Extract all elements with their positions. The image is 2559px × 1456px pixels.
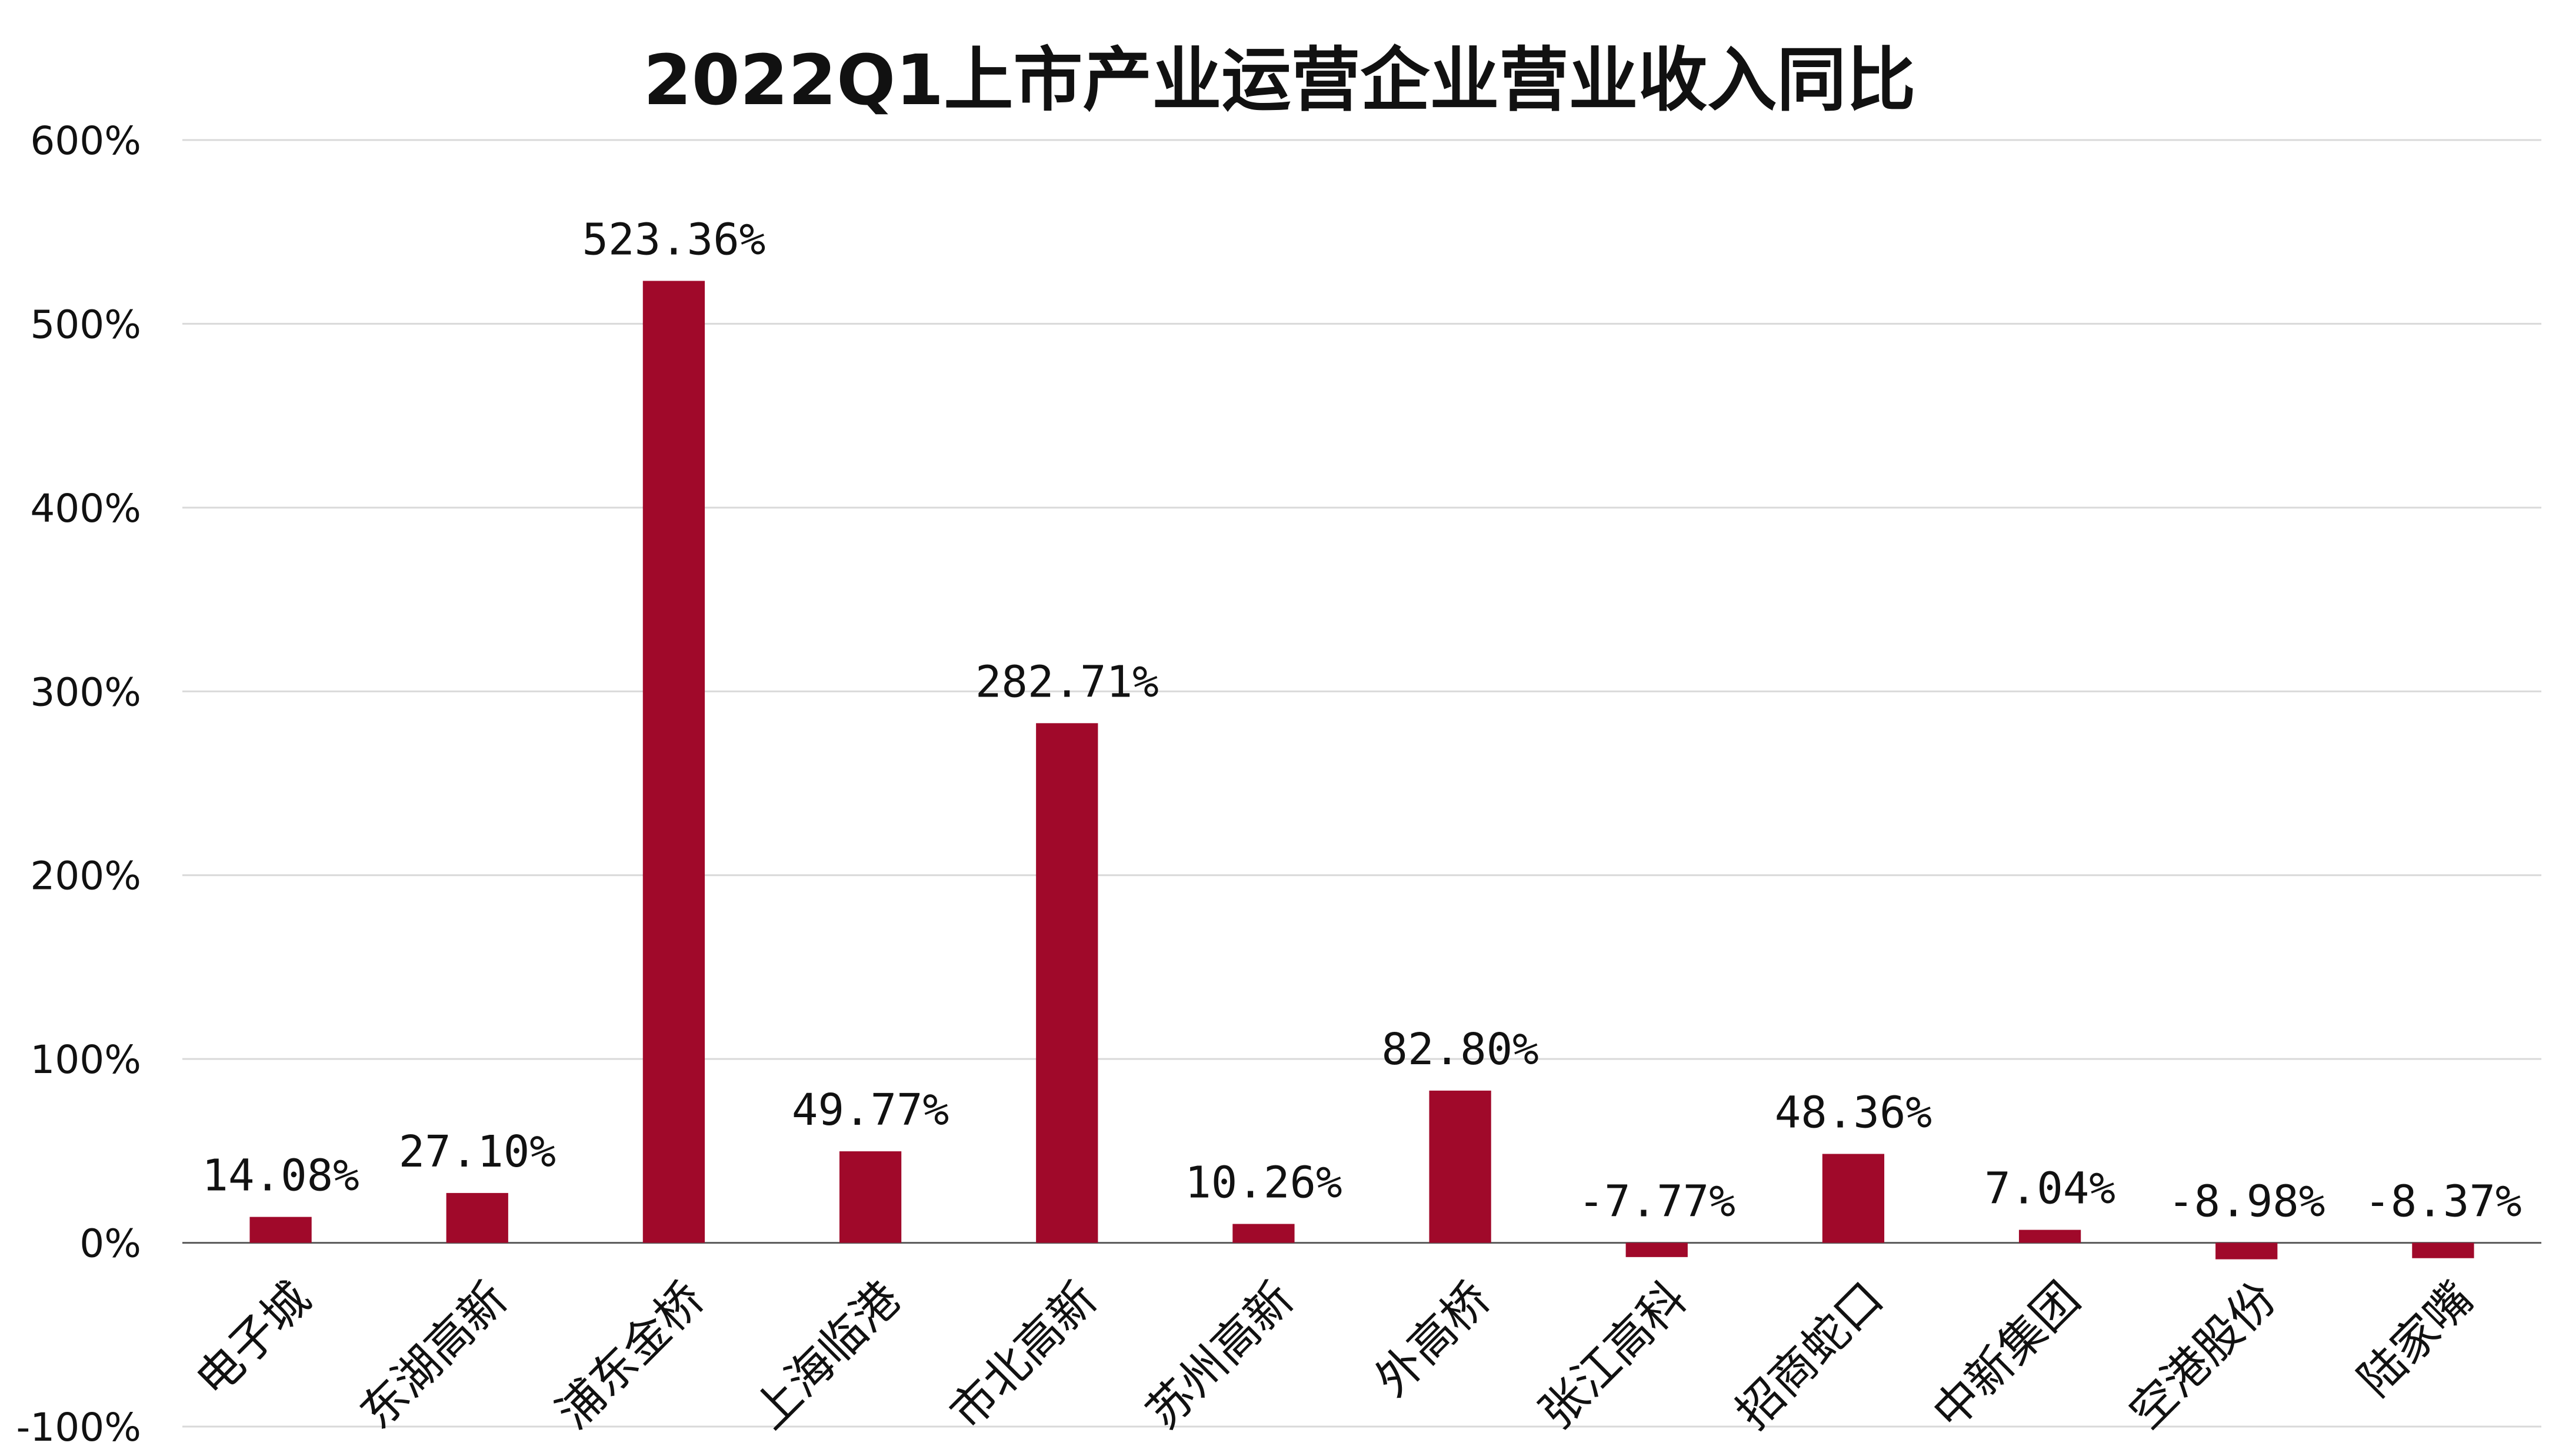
y-tick-label: 0% bbox=[79, 1221, 141, 1267]
data-label: -7.77% bbox=[1578, 1177, 1735, 1227]
category-label: 空港股份 bbox=[2120, 1272, 2287, 1439]
data-label: 82.80% bbox=[1381, 1024, 1538, 1075]
category-label: 市北高新 bbox=[940, 1272, 1107, 1439]
data-label: 27.10% bbox=[399, 1127, 556, 1177]
bar bbox=[642, 281, 705, 1243]
bar bbox=[839, 1151, 902, 1243]
category-label: 电子城 bbox=[186, 1272, 321, 1407]
data-label: 523.36% bbox=[582, 214, 765, 265]
bar bbox=[2018, 1230, 2081, 1243]
bar bbox=[2412, 1242, 2474, 1258]
y-tick-label: 300% bbox=[30, 669, 141, 715]
data-label: 14.08% bbox=[202, 1151, 359, 1201]
category-label: 张江高科 bbox=[1530, 1272, 1697, 1439]
y-tick-label: -100% bbox=[16, 1405, 141, 1450]
y-tick-label: 100% bbox=[30, 1037, 141, 1082]
category-label: 招商蛇口 bbox=[1727, 1272, 1894, 1439]
bar bbox=[249, 1217, 312, 1243]
data-label: 10.26% bbox=[1185, 1158, 1342, 1208]
category-label: 苏州高新 bbox=[1137, 1272, 1304, 1439]
bar bbox=[2215, 1242, 2278, 1260]
data-label: 49.77% bbox=[792, 1085, 949, 1135]
y-tick-label: 400% bbox=[30, 486, 141, 531]
category-label: 陆家嘴 bbox=[2348, 1272, 2483, 1407]
category-label: 东湖高新 bbox=[350, 1272, 517, 1439]
data-label: -8.98% bbox=[2168, 1177, 2325, 1227]
category-label: 浦东金桥 bbox=[547, 1272, 714, 1439]
category-label: 外高桥 bbox=[1365, 1272, 1500, 1407]
bar bbox=[446, 1192, 508, 1243]
y-tick-label: 500% bbox=[30, 302, 141, 347]
data-label: -8.37% bbox=[2364, 1177, 2521, 1227]
data-label: 48.36% bbox=[1775, 1087, 1932, 1138]
bar bbox=[1625, 1242, 1688, 1257]
bar bbox=[1036, 723, 1098, 1243]
y-tick-label: 600% bbox=[30, 118, 141, 164]
category-label: 中新集团 bbox=[1923, 1272, 2090, 1439]
bar bbox=[1232, 1224, 1295, 1243]
data-label: 282.71% bbox=[975, 657, 1159, 707]
bar bbox=[1429, 1090, 1491, 1243]
y-tick-label: 200% bbox=[30, 854, 141, 899]
chart-title: 2022Q1上市产业运营企业营业收入同比 bbox=[643, 39, 1916, 121]
category-label: 上海临港 bbox=[744, 1272, 911, 1439]
data-label: 7.04% bbox=[1984, 1164, 2115, 1214]
bar bbox=[1822, 1154, 1885, 1243]
